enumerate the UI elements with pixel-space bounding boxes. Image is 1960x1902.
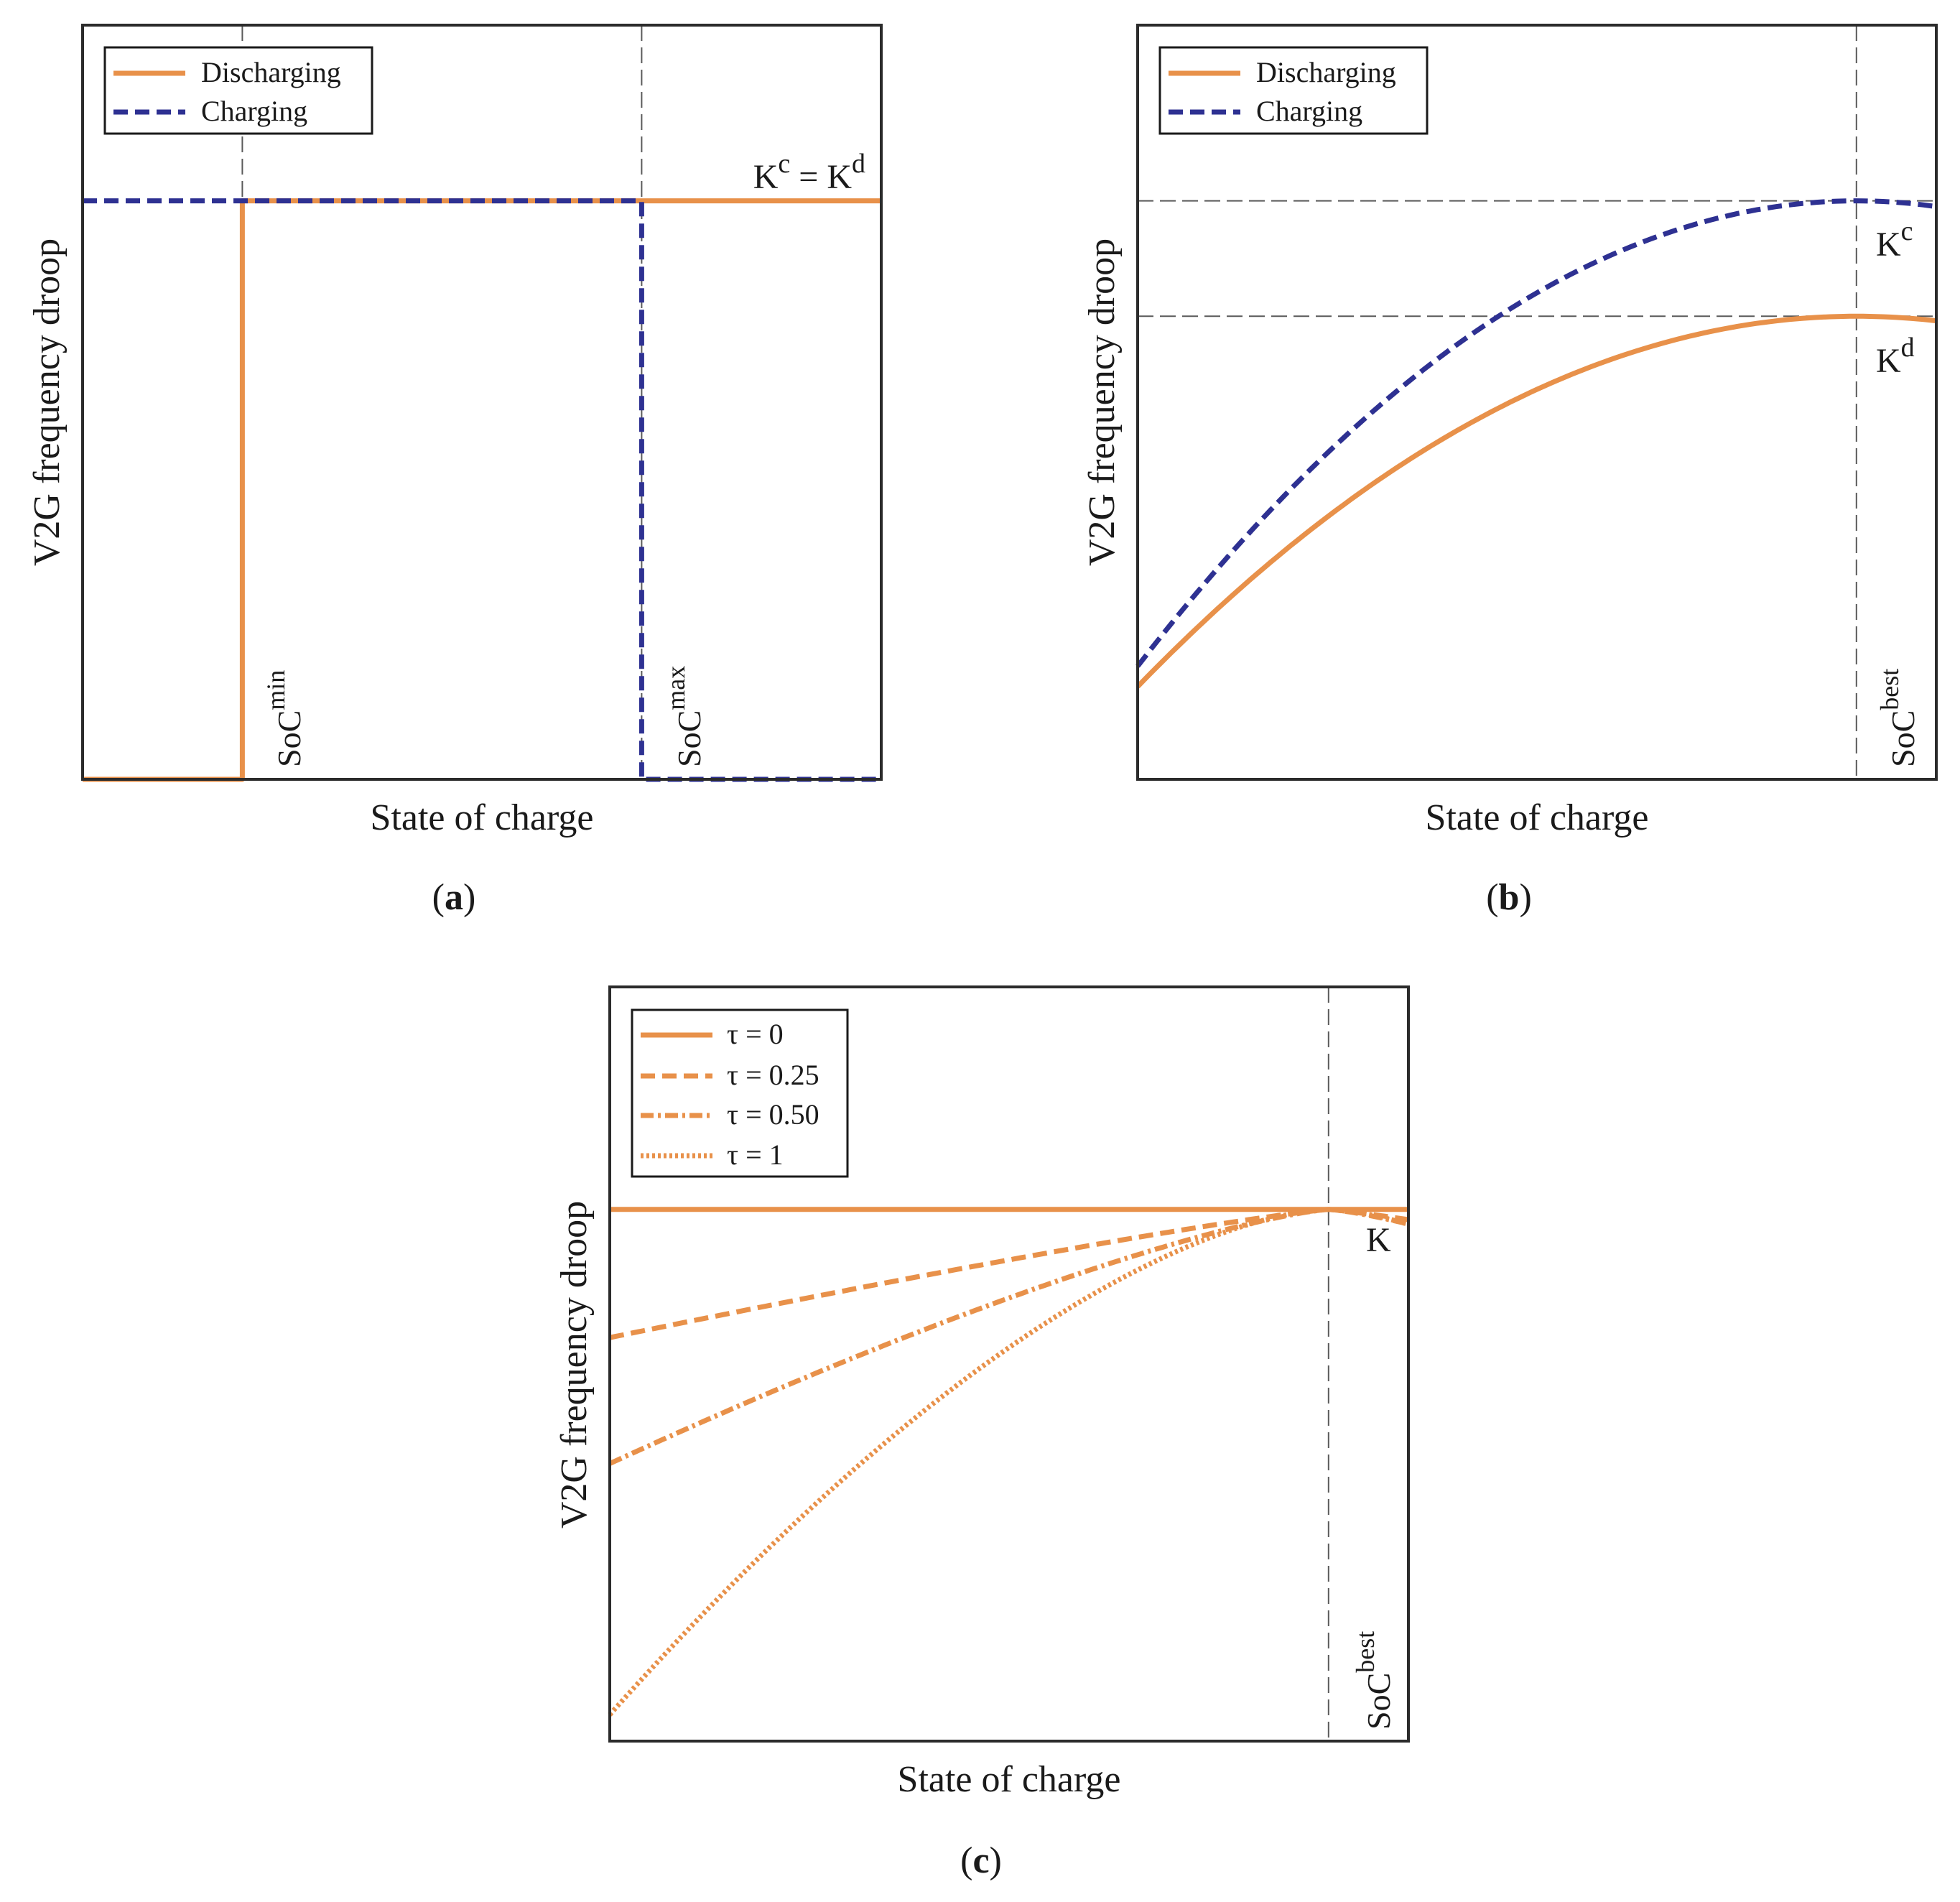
chart-panel-c: τ = 0 τ = 0.25 τ = 0.50 τ = 1 K SoCbest … [554, 985, 1410, 1881]
series-line-discharging [83, 198, 881, 782]
annotation-soc-min: SoCmin [261, 670, 307, 767]
y-axis-label: V2G frequency droop [1082, 238, 1123, 566]
annotation-kc-equals-kd: Kc = Kd [753, 149, 865, 196]
guide-lines [610, 987, 1408, 1741]
annotation-soc-best: SoCbest [1875, 669, 1921, 767]
legend-label-tau-025: τ = 0.25 [727, 1059, 819, 1091]
annotation-soc-max: SoCmax [661, 666, 707, 767]
legend: τ = 0 τ = 0.25 τ = 0.50 τ = 1 [631, 1008, 849, 1178]
guide-lines [1138, 25, 1936, 779]
series-line-tau-025 [609, 1207, 1409, 1340]
series-line-discharging [1135, 313, 1937, 689]
panel-caption-b: (b) [1486, 877, 1532, 918]
x-axis-label: State of charge [371, 797, 594, 838]
annotation-kc: Kc [1876, 216, 1913, 264]
y-axis-label: V2G frequency droop [554, 1201, 595, 1528]
legend-label-charging: Charging [201, 95, 307, 127]
legend-box [103, 46, 373, 135]
plot-frame [1136, 24, 1938, 781]
annotation-soc-best: SoCbest [1351, 1631, 1397, 1730]
panel-caption-c: (c) [960, 1840, 1002, 1881]
series-group [608, 1207, 1410, 1717]
chart-panel-a: Discharging Charging SoCmin SoCmax Kc = … [27, 24, 883, 918]
legend-label-discharging: Discharging [1256, 56, 1396, 88]
x-axis-label: State of charge [1426, 797, 1649, 838]
plot-frame [81, 24, 883, 781]
legend-label-discharging: Discharging [201, 56, 341, 88]
plot-frame [608, 985, 1410, 1743]
panel-caption-a: (a) [432, 877, 476, 918]
legend-label-tau-0: τ = 0 [727, 1018, 784, 1050]
series-line-tau-05 [608, 1207, 1409, 1466]
series-line-charging [83, 198, 881, 782]
guide-lines [241, 25, 643, 779]
legend: Discharging Charging [1158, 46, 1429, 135]
annotation-kd: Kd [1876, 333, 1915, 380]
series-group [1135, 198, 1937, 689]
legend-label-tau-1: τ = 1 [727, 1138, 784, 1171]
chart-panel-b: Discharging Charging Kc Kd SoCbest State… [1082, 24, 1938, 918]
legend-box [631, 1008, 849, 1178]
legend-box [1158, 46, 1429, 135]
annotation-k: K [1366, 1221, 1391, 1259]
series-line-tau-1 [608, 1207, 1410, 1717]
legend-label-charging: Charging [1256, 95, 1362, 127]
series-line-charging [1135, 198, 1937, 668]
x-axis-label: State of charge [898, 1759, 1121, 1800]
legend: Discharging Charging [103, 46, 373, 135]
legend-label-tau-050: τ = 0.50 [727, 1098, 819, 1131]
series-group [83, 198, 881, 782]
y-axis-label: V2G frequency droop [27, 238, 68, 566]
